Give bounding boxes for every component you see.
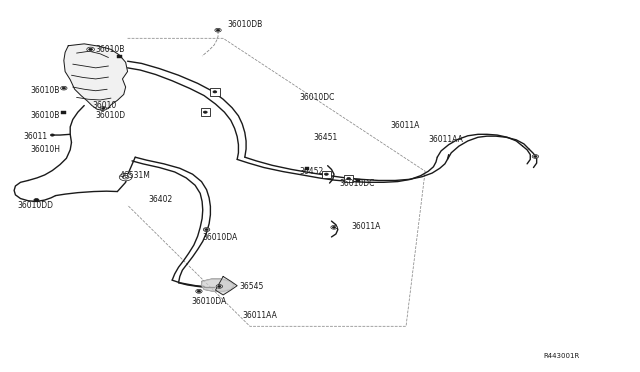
Polygon shape — [64, 44, 127, 110]
Text: 36010DA: 36010DA — [191, 298, 227, 307]
Text: 36010B: 36010B — [31, 111, 60, 121]
Bar — [116, 55, 122, 58]
Circle shape — [534, 155, 537, 157]
Bar — [356, 179, 360, 182]
Circle shape — [532, 155, 539, 158]
Circle shape — [331, 225, 337, 229]
Circle shape — [324, 173, 328, 175]
Circle shape — [218, 285, 221, 287]
Circle shape — [102, 108, 105, 109]
FancyBboxPatch shape — [322, 171, 331, 178]
FancyBboxPatch shape — [210, 88, 220, 96]
Circle shape — [216, 29, 220, 31]
Circle shape — [216, 285, 223, 288]
Bar — [204, 228, 209, 231]
Text: 36011AA: 36011AA — [428, 135, 463, 144]
Circle shape — [87, 47, 95, 52]
Text: 36010DC: 36010DC — [300, 93, 335, 102]
Circle shape — [205, 229, 208, 231]
Circle shape — [204, 228, 210, 231]
Text: 36010B: 36010B — [96, 45, 125, 54]
Circle shape — [89, 48, 93, 51]
Text: 36010DC: 36010DC — [339, 179, 374, 187]
Circle shape — [347, 177, 351, 180]
Circle shape — [204, 111, 207, 113]
Circle shape — [34, 199, 39, 202]
Text: 36010DD: 36010DD — [17, 201, 53, 210]
Bar — [196, 290, 201, 292]
Text: 36010: 36010 — [93, 101, 116, 110]
Text: 36011A: 36011A — [390, 121, 419, 129]
Circle shape — [62, 87, 65, 89]
Bar — [305, 167, 310, 170]
Circle shape — [213, 91, 217, 93]
Polygon shape — [216, 276, 237, 295]
Polygon shape — [202, 279, 234, 291]
Circle shape — [119, 173, 132, 181]
Circle shape — [61, 86, 67, 90]
Circle shape — [332, 227, 335, 228]
Text: 36451: 36451 — [314, 133, 338, 142]
Text: 46531M: 46531M — [119, 171, 150, 180]
Text: R443001R: R443001R — [543, 353, 579, 359]
Text: 36545: 36545 — [239, 282, 264, 291]
Text: 36010DA: 36010DA — [202, 233, 237, 242]
Text: 36010B: 36010B — [31, 86, 60, 94]
Bar — [61, 111, 67, 113]
Circle shape — [122, 175, 129, 179]
Text: 36452: 36452 — [300, 167, 324, 176]
Circle shape — [197, 290, 200, 292]
Text: 36011: 36011 — [24, 132, 48, 141]
Circle shape — [196, 289, 202, 293]
Circle shape — [100, 107, 106, 110]
Circle shape — [215, 28, 221, 32]
FancyBboxPatch shape — [200, 108, 210, 116]
Text: 36010H: 36010H — [31, 145, 61, 154]
Text: 36402: 36402 — [148, 195, 172, 204]
Text: 36011AA: 36011AA — [243, 311, 277, 320]
Circle shape — [51, 134, 54, 136]
Text: 36010D: 36010D — [96, 111, 126, 121]
Text: 36010DB: 36010DB — [228, 20, 263, 29]
FancyBboxPatch shape — [344, 175, 353, 182]
Text: 36011A: 36011A — [352, 222, 381, 231]
